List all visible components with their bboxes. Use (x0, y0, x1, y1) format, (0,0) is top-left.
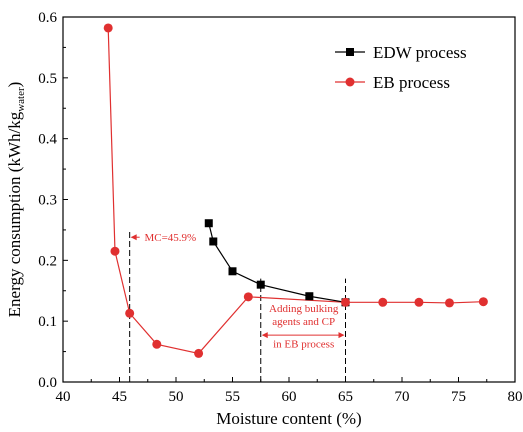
y-axis-label-sub: water (15, 87, 27, 112)
x-tick-label: 65 (338, 389, 353, 405)
annotation-bulking-line-3: in EB process (273, 339, 334, 351)
marker-edw-point (228, 267, 237, 276)
y-axis-label-main: Energy consumption (kWh/kg (5, 111, 24, 317)
marker-edw-point (256, 280, 265, 289)
marker-eb-point (341, 297, 350, 307)
marker-edw-point (305, 292, 314, 301)
y-tick-label: 0.2 (38, 253, 57, 269)
marker-eb-point (110, 246, 120, 256)
annotation-bulking-line-2: agents and CP (272, 316, 335, 328)
y-tick-label: 0.6 (38, 10, 57, 26)
x-tick-label: 75 (451, 389, 466, 405)
x-axis-label: Moisture content (%) (216, 409, 361, 428)
x-tick-label: 60 (282, 389, 297, 405)
y-axis-label: Energy consumption (kWh/kgwater) (5, 82, 27, 318)
marker-eb-point (103, 23, 113, 33)
y-tick-label: 0.5 (38, 71, 57, 87)
bulking-arrow-right-head (338, 332, 345, 339)
bulking-arrow-left-head (261, 332, 268, 339)
y-axis-label-close: ) (5, 82, 24, 88)
y-tick-label: 0.0 (38, 375, 57, 391)
series-line-edw (208, 223, 346, 303)
marker-eb-point (125, 308, 135, 318)
marker-edw-point (209, 237, 218, 246)
legend-marker-eb (345, 77, 355, 87)
legend-marker-edw (346, 48, 354, 56)
mc-arrow-head (130, 234, 137, 241)
x-tick-label: 80 (508, 389, 523, 405)
x-tick-label: 70 (395, 389, 410, 405)
marker-eb-point (378, 297, 388, 307)
marker-eb-point (444, 298, 454, 308)
x-tick-label: 50 (169, 389, 184, 405)
y-tick-label: 0.1 (38, 314, 57, 330)
marker-eb-point (243, 292, 253, 302)
x-tick-label: 55 (225, 389, 240, 405)
x-tick-label: 40 (56, 389, 71, 405)
marker-eb-point (414, 297, 424, 307)
annotation-bulking-line-1: Adding bulking (269, 303, 339, 315)
marker-eb-point (478, 297, 488, 307)
plot-area: 40 45 50 55 60 65 70 75 80 0.0 0.1 0.2 0.3 0.4 0.5 0.6 (38, 10, 522, 405)
annotation-layer: MC=45.9% Adding bulking agents and CP in… (144, 232, 338, 350)
y-tick-label: 0.3 (38, 193, 57, 209)
x-tick-label: 45 (112, 389, 127, 405)
legend: EDW process EB process (335, 43, 467, 92)
marker-eb-point (194, 348, 204, 358)
annotation-mc-label: MC=45.9% (144, 232, 196, 244)
marker-eb-point (152, 339, 162, 349)
legend-label-edw: EDW process (373, 43, 467, 62)
y-tick-label: 0.4 (38, 132, 57, 148)
legend-label-eb: EB process (373, 73, 450, 92)
marker-edw-point (204, 219, 213, 228)
